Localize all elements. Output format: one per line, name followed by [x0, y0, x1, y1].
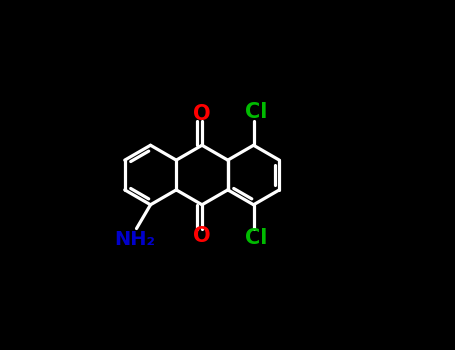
Text: NH₂: NH₂ — [114, 230, 155, 248]
Text: Cl: Cl — [245, 228, 268, 248]
Text: Cl: Cl — [245, 102, 268, 122]
Text: O: O — [193, 226, 211, 246]
Text: O: O — [193, 104, 211, 124]
